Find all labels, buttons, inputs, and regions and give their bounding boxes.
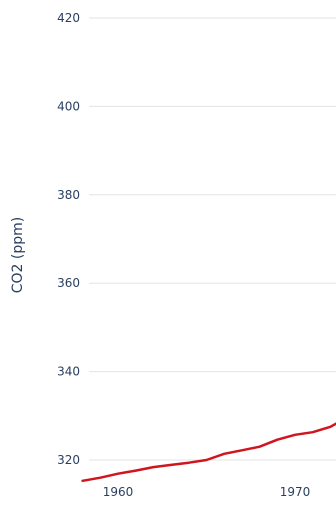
x-tick-label-1960: 1960	[103, 485, 134, 499]
y-tick-label-400: 400	[57, 99, 80, 113]
y-tick-label-420: 420	[57, 11, 80, 25]
gridlines	[89, 17, 336, 461]
series-layer	[81, 422, 336, 483]
series-line-0	[81, 422, 336, 483]
x-tick-label-1970: 1970	[280, 485, 311, 499]
y-tick-label-340: 340	[57, 365, 80, 379]
y-tick-label-380: 380	[57, 188, 80, 202]
x-axis-ticks: 1960 1970	[103, 485, 311, 499]
y-axis-ticks: 320 340 360 380 400 420	[57, 11, 80, 467]
y-tick-label-320: 320	[57, 453, 80, 467]
y-axis-title: CO2 (ppm)	[10, 217, 26, 294]
y-tick-label-360: 360	[57, 276, 80, 290]
